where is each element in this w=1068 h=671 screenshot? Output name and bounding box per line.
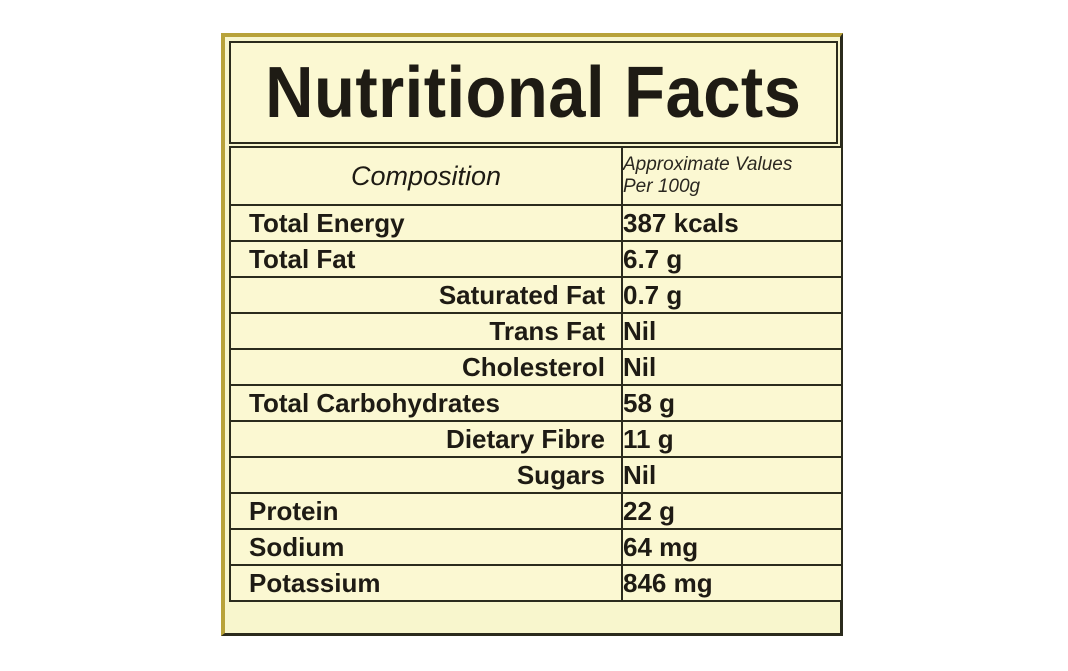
table-row: Sugars Nil <box>229 456 843 494</box>
table-row: Trans Fat Nil <box>229 312 843 350</box>
nutrient-name: Total Carbohydrates <box>229 384 623 422</box>
nutrient-name: Protein <box>229 492 623 530</box>
nutrition-table: Composition Approximate Values Per 100g … <box>229 146 843 602</box>
nutrient-value: Nil <box>621 312 843 350</box>
nutrient-name: Potassium <box>229 564 623 602</box>
nutrient-name: Cholesterol <box>229 348 623 386</box>
table-row: Saturated Fat 0.7 g <box>229 276 843 314</box>
nutrient-value: 64 mg <box>621 528 843 566</box>
nutrient-value: 846 mg <box>621 564 843 602</box>
nutrient-name: Sodium <box>229 528 623 566</box>
table-row: Cholesterol Nil <box>229 348 843 386</box>
nutrient-value: 0.7 g <box>621 276 843 314</box>
nutrient-name: Dietary Fibre <box>229 420 623 458</box>
title-cell: Nutritional Facts <box>229 41 838 144</box>
nutrition-facts-panel: Nutritional Facts Composition Approximat… <box>221 33 843 636</box>
table-header-row: Composition Approximate Values Per 100g <box>229 146 843 206</box>
nutrient-name: Saturated Fat <box>229 276 623 314</box>
nutrient-value: 6.7 g <box>621 240 843 278</box>
table-row: Potassium 846 mg <box>229 564 843 602</box>
nutrient-name: Total Fat <box>229 240 623 278</box>
composition-header: Composition <box>229 146 623 206</box>
nutrient-name: Sugars <box>229 456 623 494</box>
nutrient-value: 22 g <box>621 492 843 530</box>
nutrient-name: Trans Fat <box>229 312 623 350</box>
values-header-line1: Approximate Values <box>623 154 793 175</box>
table-row: Sodium 64 mg <box>229 528 843 566</box>
nutrition-title: Nutritional Facts <box>265 52 802 133</box>
values-header-line2: Per 100g <box>623 176 701 197</box>
nutrient-value: 58 g <box>621 384 843 422</box>
table-row: Total Energy 387 kcals <box>229 204 843 242</box>
table-row: Total Carbohydrates 58 g <box>229 384 843 422</box>
nutrient-value: 11 g <box>621 420 843 458</box>
values-header: Approximate Values Per 100g <box>621 146 843 206</box>
table-row: Total Fat 6.7 g <box>229 240 843 278</box>
nutrient-value: 387 kcals <box>621 204 843 242</box>
table-row: Protein 22 g <box>229 492 843 530</box>
nutrient-name: Total Energy <box>229 204 623 242</box>
nutrient-value: Nil <box>621 456 843 494</box>
table-row: Dietary Fibre 11 g <box>229 420 843 458</box>
nutrient-value: Nil <box>621 348 843 386</box>
